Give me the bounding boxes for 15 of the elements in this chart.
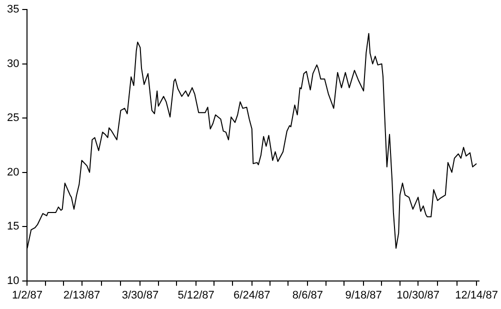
x-tick-label: 3/30/87	[122, 289, 159, 302]
y-tick-label: 35	[6, 4, 20, 16]
y-tick-label: 15	[6, 220, 20, 233]
x-tick-label: 9/18/87	[345, 289, 382, 302]
x-tick-label: 10/30/87	[396, 289, 440, 302]
x-tick-label: 1/2/87	[12, 289, 43, 302]
y-tick-label: 10	[6, 274, 20, 287]
x-tick-label: 8/6/87	[292, 289, 324, 302]
x-tick-label: 12/14/87	[455, 289, 498, 302]
y-tick-label: 20	[6, 166, 20, 178]
x-tick-label: 5/12/87	[178, 289, 214, 302]
y-tick-label: 30	[6, 58, 20, 70]
x-tick-label: 6/24/87	[234, 289, 270, 302]
y-tick-label: 25	[6, 112, 20, 124]
x-tick-label: 2/13/87	[63, 289, 100, 302]
